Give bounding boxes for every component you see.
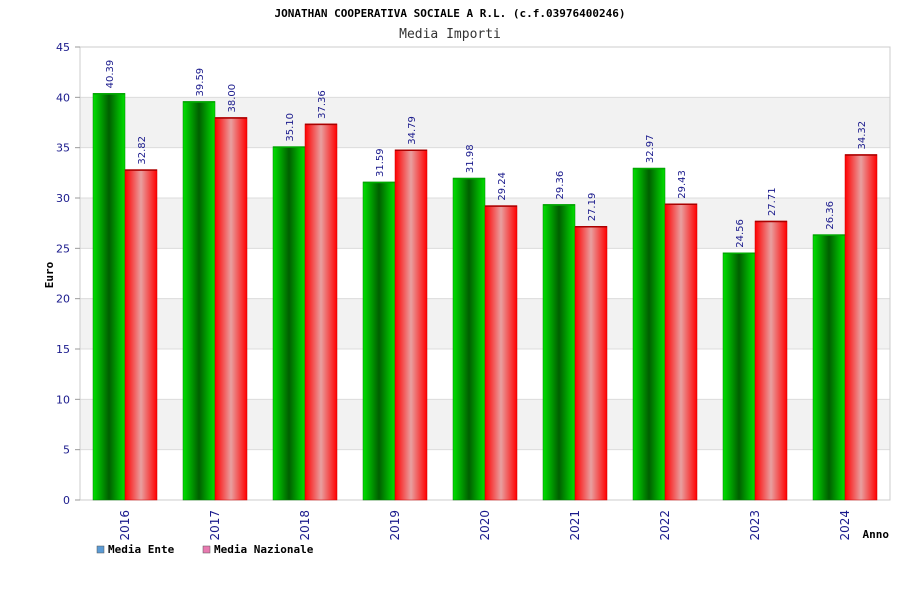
x-tick-label: 2023 [748,510,762,541]
x-tick-label: 2017 [208,510,222,541]
bar-media-nazionale [395,150,427,500]
bar-media-ente [723,253,755,500]
bar-media-nazionale [845,155,877,500]
value-label: 32.97 [645,134,656,163]
y-tick-label: 35 [56,142,70,155]
y-tick-label: 25 [56,242,70,255]
bar-media-ente [183,101,215,500]
legend: Media Ente Media Nazionale [97,543,314,556]
value-label: 37.36 [317,90,328,119]
y-tick-label: 10 [56,393,70,406]
bar-media-ente [453,178,485,500]
bar-media-ente [93,93,125,500]
x-tick-label: 2020 [478,510,492,541]
y-tick-label: 45 [56,41,70,54]
x-tick-label: 2018 [298,510,312,541]
x-tick-label: 2016 [118,510,132,541]
y-tick-label: 15 [56,343,70,356]
x-axis-label: Anno [863,528,890,541]
y-tick-label: 30 [56,192,70,205]
x-tick-label: 2022 [658,510,672,541]
value-label: 24.56 [735,219,746,248]
bar-media-nazionale [305,124,337,500]
chart-subtitle: Media Importi [399,27,501,42]
value-label: 40.39 [105,60,116,89]
value-label: 34.32 [857,121,868,150]
bar-media-nazionale [125,170,157,500]
chart-title: JONATHAN COOPERATIVA SOCIALE A R.L. (c.f… [275,7,626,20]
x-tick-label: 2024 [838,510,852,541]
value-label: 26.36 [825,201,836,230]
bar-media-nazionale [665,204,697,500]
bar-media-nazionale [575,226,607,500]
bar-media-ente [363,182,395,500]
value-label: 31.98 [465,144,476,173]
legend-label: Media Ente [108,543,175,556]
bar-media-ente [273,147,305,500]
legend-swatch [203,546,210,553]
value-label: 27.19 [587,193,598,222]
value-label: 29.24 [497,172,508,201]
value-label: 34.79 [407,116,418,145]
legend-label: Media Nazionale [214,543,314,556]
x-tick-label: 2021 [568,510,582,541]
bar-media-ente [543,204,575,500]
y-tick-label: 40 [56,91,70,104]
y-axis-ticks: 0 5 10 15 20 25 30 35 40 45 [56,41,80,507]
value-label: 39.59 [195,68,206,97]
legend-swatch [97,546,104,553]
value-label: 29.36 [555,171,566,200]
bar-media-ente [633,168,665,500]
value-label: 31.59 [375,148,386,177]
bar-media-ente [813,235,845,500]
value-label: 38.00 [227,84,238,113]
y-tick-label: 0 [63,494,70,507]
value-label: 29.43 [677,170,688,199]
y-tick-label: 20 [56,293,70,306]
x-axis-ticks: 2016 2017 2018 2019 2020 2021 2022 2023 2024 [118,510,852,541]
bar-media-nazionale [215,117,247,500]
value-label: 27.71 [767,187,778,216]
y-tick-label: 5 [63,444,70,457]
x-tick-label: 2019 [388,510,402,541]
value-label: 35.10 [285,113,296,142]
bar-media-nazionale [485,206,517,500]
value-label: 32.82 [137,136,148,165]
bar-media-nazionale [755,221,787,500]
y-axis-label: Euro [43,261,56,288]
